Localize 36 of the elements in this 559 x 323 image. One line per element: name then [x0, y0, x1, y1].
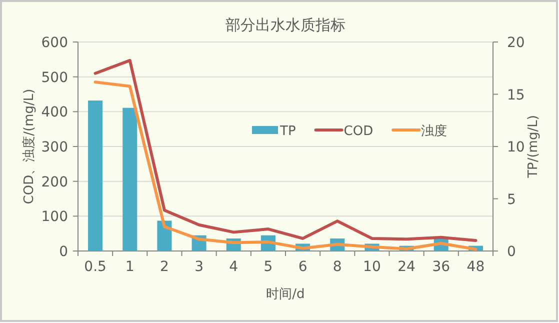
x-tick-label: 8	[332, 259, 342, 275]
bar	[122, 108, 138, 251]
x-axis-title: 时间/d	[266, 287, 305, 302]
legend-label: 浊度	[421, 123, 448, 139]
y-tick-label: 500	[41, 70, 68, 86]
y2-tick-label: 5	[507, 192, 516, 208]
y-tick-label: 100	[41, 209, 68, 226]
x-tick-label: 3	[194, 259, 204, 275]
y2-axis-title: TP/(mg/L)	[526, 115, 541, 179]
x-tick-label: 1	[125, 259, 134, 275]
x-tick-label: 0.5	[84, 259, 106, 275]
x-tick-label: 5	[264, 259, 273, 275]
legend-label: TP	[279, 124, 296, 139]
y-axis-title: COD、浊度/(mg/L)	[21, 88, 37, 204]
x-tick-label: 24	[398, 259, 416, 275]
y-tick-label: 600	[41, 35, 68, 51]
y-tick-label: 400	[41, 104, 68, 121]
line-series	[94, 58, 478, 242]
y2-tick-label: 10	[507, 140, 525, 156]
x-tick-label: 2	[160, 259, 169, 275]
y2-tick-label: 15	[507, 87, 525, 104]
line-series	[94, 80, 478, 251]
x-tick-label: 36	[432, 259, 450, 275]
x-tick-label: 4	[229, 259, 238, 275]
y2-tick-label: 20	[507, 35, 525, 51]
y-tick-label: 0	[59, 244, 68, 260]
y-tick-label: 300	[41, 140, 68, 156]
bar	[88, 100, 103, 251]
legend-label: COD	[344, 124, 374, 139]
y-tick-label: 200	[41, 174, 68, 190]
x-tick-label: 48	[466, 259, 485, 275]
x-tick-label: 10	[363, 259, 381, 275]
chart-title: 部分出水水质指标	[226, 16, 346, 34]
y2-tick-label: 0	[507, 244, 516, 260]
x-tick-label: 6	[298, 259, 308, 275]
bar	[157, 220, 172, 251]
